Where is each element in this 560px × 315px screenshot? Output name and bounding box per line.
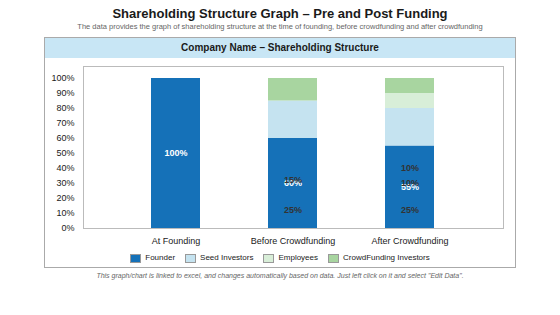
svg-text:50%: 50% [56, 148, 74, 158]
svg-text:70%: 70% [56, 118, 74, 128]
svg-text:25%: 25% [284, 205, 302, 215]
svg-text:10%: 10% [401, 163, 419, 173]
svg-text:60%: 60% [56, 133, 74, 143]
html-text:CrowdFunding Investors: CrowdFunding Investors [343, 253, 430, 262]
html-text:This graph/chart is linked to: This graph/chart is linked to excel, and… [96, 272, 464, 279]
svg-text:20%: 20% [56, 193, 74, 203]
html-text:Company Name – Shareholding St: Company Name – Shareholding Structure [181, 42, 379, 53]
svg-text:At Founding: At Founding [152, 236, 201, 246]
svg-text:25%: 25% [401, 205, 419, 215]
html-text:Seed Investors: Seed Investors [200, 253, 254, 262]
svg-text:40%: 40% [56, 163, 74, 173]
svg-text:Before Crowdfunding: Before Crowdfunding [251, 236, 336, 246]
svg-text:80%: 80% [56, 103, 74, 113]
html-text:Employees: Employees [278, 253, 318, 262]
svg-text:15%: 15% [284, 175, 302, 185]
svg-text:10%: 10% [401, 178, 419, 188]
svg-text:100%: 100% [164, 148, 187, 158]
svg-text:100%: 100% [51, 73, 74, 83]
svg-text:0%: 0% [61, 223, 74, 233]
svg-text:10%: 10% [56, 208, 74, 218]
html-text:Founder: Founder [145, 253, 176, 262]
svg-text:After Crowdfunding: After Crowdfunding [371, 236, 448, 246]
html-text:The data provides the graph of: The data provides the graph of sharehold… [77, 22, 483, 31]
svg-text:90%: 90% [56, 88, 74, 98]
html-text:Shareholding Structure Graph –: Shareholding Structure Graph – Pre and P… [112, 6, 448, 21]
svg-text:30%: 30% [56, 178, 74, 188]
